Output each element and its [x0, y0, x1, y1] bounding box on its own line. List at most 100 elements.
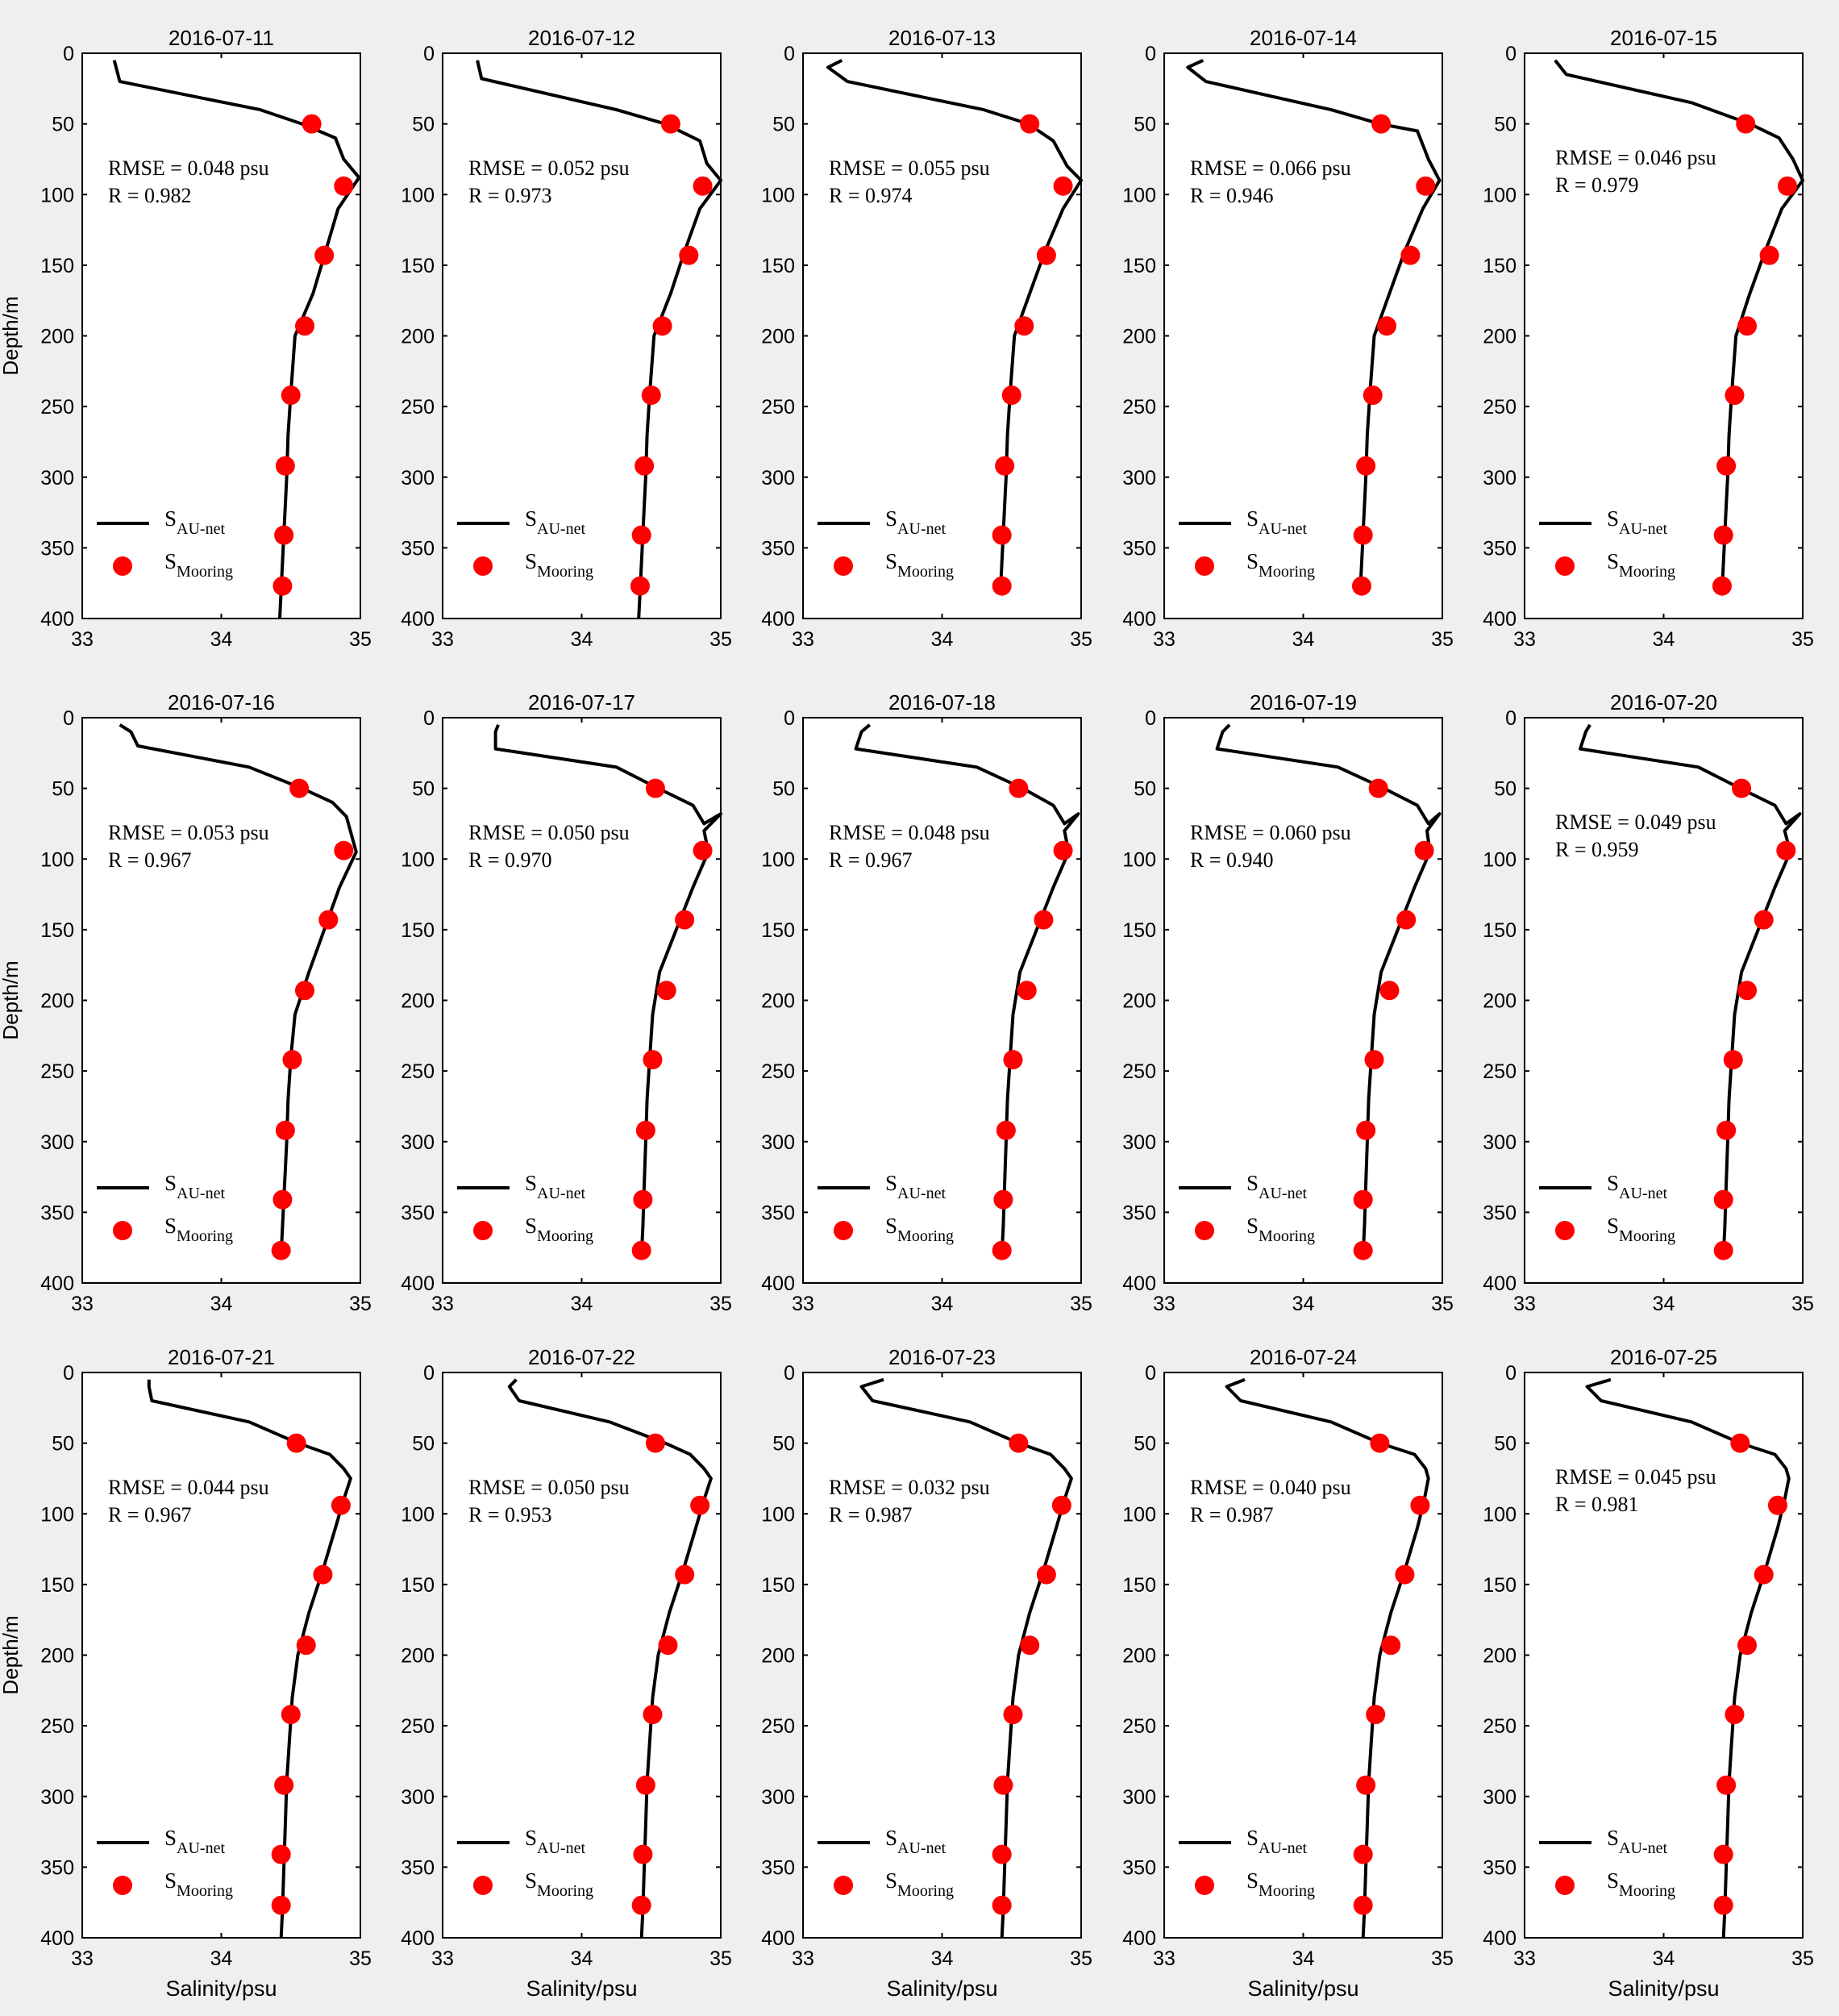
- mooring-point: [1379, 981, 1400, 1001]
- mooring-point: [1353, 1240, 1373, 1260]
- legend-marker-label: SMooring: [164, 549, 233, 581]
- legend-marker-swatch: [113, 1876, 132, 1895]
- y-tick-label: 50: [772, 778, 795, 801]
- y-tick-label: 0: [1145, 43, 1156, 65]
- x-tick-label: 34: [1653, 1947, 1675, 1970]
- y-tick-label: 0: [63, 43, 74, 65]
- x-tick-label: 33: [71, 1947, 94, 1970]
- y-tick-label: 300: [1122, 1131, 1156, 1154]
- y-tick-label: 250: [761, 1715, 795, 1738]
- y-tick-label: 250: [761, 1060, 795, 1083]
- y-tick-label: 50: [412, 114, 435, 136]
- legend-line-label: SAU-net: [1246, 1171, 1307, 1202]
- mooring-point: [993, 1775, 1013, 1795]
- y-tick-label: 400: [1483, 1272, 1517, 1295]
- legend-line-label: SAU-net: [525, 1171, 585, 1202]
- subplot-title: 2016-07-24: [1250, 1345, 1357, 1369]
- legend-line-label: SAU-net: [885, 1826, 946, 1857]
- y-tick-label: 250: [1483, 1060, 1517, 1083]
- y-tick-label: 250: [40, 396, 74, 419]
- mooring-point: [281, 1705, 301, 1725]
- mooring-point: [634, 456, 655, 476]
- y-tick-label: 50: [52, 778, 74, 801]
- y-tick-label: 300: [401, 467, 435, 489]
- mooring-point: [1776, 840, 1796, 860]
- mooring-point: [1051, 1495, 1071, 1515]
- mooring-point: [658, 1635, 678, 1656]
- mooring-point: [1009, 778, 1029, 798]
- mooring-point: [1737, 316, 1757, 336]
- y-tick-label: 150: [761, 255, 795, 277]
- y-tick-label: 200: [761, 326, 795, 348]
- mooring-point: [652, 316, 672, 336]
- y-tick-label: 300: [40, 467, 74, 489]
- legend-marker-swatch: [1195, 1221, 1214, 1240]
- y-tick-label: 100: [761, 1503, 795, 1526]
- y-tick-label: 150: [761, 1574, 795, 1597]
- mooring-point: [693, 176, 713, 196]
- r-annotation: R = 0.967: [108, 848, 192, 872]
- x-tick-label: 35: [349, 628, 372, 651]
- mooring-point: [274, 1775, 294, 1795]
- legend-marker-swatch: [113, 1221, 132, 1240]
- mooring-point: [645, 1433, 665, 1453]
- mooring-point: [679, 245, 699, 265]
- rmse-annotation: RMSE = 0.032 psu: [829, 1476, 990, 1499]
- y-tick-label: 350: [1122, 1202, 1156, 1224]
- rmse-annotation: RMSE = 0.055 psu: [829, 156, 990, 180]
- legend-marker-label: SMooring: [164, 1214, 233, 1245]
- y-axis-label: Depth/m: [0, 960, 23, 1039]
- y-tick-label: 100: [401, 1503, 435, 1526]
- y-tick-label: 400: [1122, 608, 1156, 631]
- y-tick-label: 0: [423, 43, 435, 65]
- y-tick-label: 350: [40, 1856, 74, 1879]
- mooring-point: [334, 176, 354, 196]
- y-tick-label: 100: [761, 184, 795, 206]
- x-tick-label: 33: [1153, 1947, 1175, 1970]
- mooring-point: [1725, 1705, 1745, 1725]
- y-tick-label: 400: [401, 1927, 435, 1950]
- mooring-point: [1377, 316, 1396, 336]
- x-tick-label: 34: [931, 1947, 954, 1970]
- mooring-point: [296, 1635, 316, 1656]
- subplot-title: 2016-07-16: [168, 690, 275, 714]
- y-tick-label: 100: [1483, 1503, 1517, 1526]
- mooring-point: [630, 576, 650, 596]
- y-tick-label: 200: [40, 990, 74, 1013]
- mooring-point: [274, 525, 294, 545]
- legend-marker-swatch: [1555, 1876, 1575, 1895]
- y-tick-label: 300: [1483, 467, 1517, 489]
- x-tick-label: 33: [1513, 628, 1536, 651]
- mooring-point: [1353, 1844, 1373, 1864]
- y-tick-label: 0: [1145, 1362, 1156, 1385]
- x-tick-label: 35: [709, 628, 732, 651]
- x-tick-label: 34: [210, 628, 233, 651]
- y-tick-label: 0: [63, 1362, 74, 1385]
- mooring-point: [1356, 1775, 1376, 1795]
- x-axis-label: Salinity/psu: [526, 1976, 637, 2001]
- subplot-title: 2016-07-15: [1610, 26, 1717, 50]
- mooring-point: [656, 981, 676, 1001]
- subplot-title: 2016-07-22: [528, 1345, 635, 1369]
- legend-line-label: SAU-net: [885, 1171, 946, 1202]
- x-tick-label: 33: [431, 628, 454, 651]
- mooring-point: [1020, 1635, 1040, 1656]
- mooring-point: [271, 1844, 291, 1864]
- x-tick-label: 33: [71, 1293, 94, 1315]
- mooring-point: [1351, 576, 1371, 596]
- mooring-point: [1730, 1433, 1750, 1453]
- y-tick-label: 0: [63, 707, 74, 730]
- rmse-annotation: RMSE = 0.053 psu: [108, 821, 269, 844]
- mooring-point: [295, 316, 314, 336]
- profile-line: [859, 1377, 1073, 1939]
- y-tick-label: 150: [40, 1574, 74, 1597]
- x-axis-label: Salinity/psu: [1247, 1976, 1358, 2001]
- y-tick-label: 300: [761, 1786, 795, 1809]
